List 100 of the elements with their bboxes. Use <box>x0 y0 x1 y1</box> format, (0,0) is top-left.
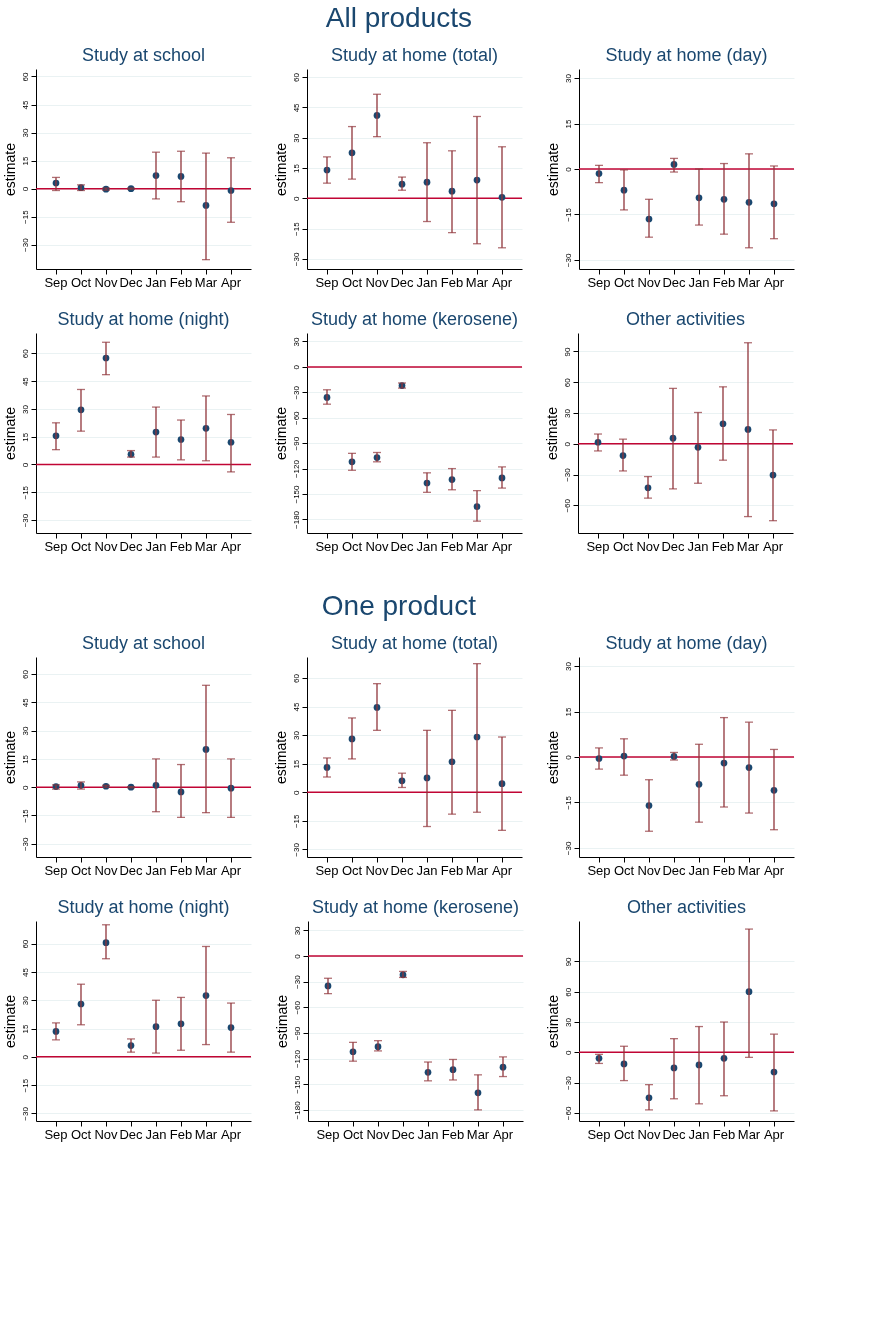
x-tick-label: Sep <box>587 862 611 878</box>
x-tick-label: Apr <box>220 538 242 554</box>
y-tick-label: −30 <box>563 841 573 856</box>
y-tick-label: 15 <box>20 156 30 166</box>
x-tick-label: Jan <box>145 538 167 554</box>
x-tick-label: Jan <box>416 274 438 290</box>
chart-title: Study at home (kerosene) <box>310 309 519 329</box>
x-tick-label: Apr <box>220 1126 242 1142</box>
x-tick-label: Dec <box>661 538 686 554</box>
text: All products <box>325 2 473 33</box>
y-tick-label: 60 <box>291 72 301 83</box>
y-tick-label: 45 <box>20 967 30 977</box>
y-tick-label: −30 <box>291 842 301 857</box>
x-tick-label: Jan <box>688 862 710 878</box>
x-tick-label: Feb <box>169 862 193 878</box>
y-tick-label: −180 <box>292 1100 302 1120</box>
chart-title: Study at home (total) <box>330 45 499 65</box>
x-tick-label: Sep <box>587 1126 611 1142</box>
x-tick-label: Jan <box>145 1126 167 1142</box>
x-tick-label: Dec <box>662 274 687 290</box>
y-tick-label: −120 <box>291 459 301 479</box>
x-tick-label: Nov <box>94 1126 119 1142</box>
x-tick-label: Nov <box>365 274 390 290</box>
x-tick-label: Nov <box>637 1126 662 1142</box>
chart-title: Other activities <box>626 897 747 917</box>
y-tick-label: −60 <box>292 1000 302 1015</box>
y-tick-label: 0 <box>20 784 30 790</box>
y-tick-label: −30 <box>20 1106 30 1121</box>
x-tick-label: Mar <box>737 1126 761 1142</box>
x-tick-label: Feb <box>169 538 193 554</box>
x-tick-label: Feb <box>711 538 735 554</box>
y-axis-title: estimate <box>272 142 289 196</box>
y-tick-label: −90 <box>292 1026 302 1041</box>
x-tick-label: Nov <box>365 538 390 554</box>
x-tick-label: Sep <box>315 274 339 290</box>
x-tick-label: Dec <box>119 274 144 290</box>
y-tick-label: −180 <box>291 510 301 529</box>
x-tick-label: Nov <box>365 862 390 878</box>
y-tick-label: 0 <box>292 953 302 959</box>
y-tick-label: −30 <box>563 253 573 268</box>
text: One product <box>321 590 477 621</box>
y-tick-label: 90 <box>563 956 573 967</box>
y-tick-label: −30 <box>291 252 301 267</box>
y-tick-label: 15 <box>291 163 301 173</box>
y-tick-label: −90 <box>291 436 301 451</box>
y-axis-title: estimate <box>272 406 289 460</box>
y-tick-label: −15 <box>563 795 573 810</box>
x-tick-label: Feb <box>712 274 736 290</box>
x-tick-label: Oct <box>70 862 92 878</box>
x-tick-label: Mar <box>736 538 760 554</box>
x-tick-label: Sep <box>586 538 610 554</box>
y-tick-label: −30 <box>292 974 302 989</box>
x-tick-label: Sep <box>315 538 339 554</box>
x-tick-label: Apr <box>763 1126 785 1142</box>
x-tick-label: Sep <box>44 1126 68 1142</box>
y-tick-label: 45 <box>20 376 30 387</box>
x-tick-label: Nov <box>94 538 119 554</box>
y-tick-label: 0 <box>20 186 30 192</box>
y-tick-label: −30 <box>291 385 301 400</box>
y-tick-label: 30 <box>20 726 30 736</box>
x-tick-label: Nov <box>637 274 662 290</box>
x-tick-label: Apr <box>491 538 513 554</box>
y-tick-label: 0 <box>563 1050 573 1056</box>
x-tick-label: Apr <box>220 274 242 290</box>
y-tick-label: −150 <box>291 484 301 504</box>
y-tick-label: 30 <box>20 995 30 1006</box>
y-axis-title: estimate <box>544 730 561 784</box>
x-tick-label: Mar <box>465 862 489 878</box>
y-tick-label: 0 <box>20 462 30 468</box>
chart-title: Other activities <box>625 309 746 329</box>
y-tick-label: 60 <box>20 348 30 359</box>
y-tick-label: 30 <box>291 730 301 741</box>
x-tick-label: Oct <box>341 274 363 290</box>
x-tick-label: Jan <box>416 538 438 554</box>
y-tick-label: 0 <box>291 364 301 370</box>
x-tick-label: Dec <box>662 1126 687 1142</box>
x-tick-label: Feb <box>712 862 736 878</box>
y-tick-label: −15 <box>20 485 30 500</box>
x-tick-label: Feb <box>441 1126 465 1142</box>
x-tick-label: Apr <box>492 1126 514 1142</box>
x-tick-label: Dec <box>662 862 687 878</box>
x-tick-label: Oct <box>341 538 363 554</box>
x-tick-label: Apr <box>491 862 513 878</box>
y-tick-label: 15 <box>20 1024 30 1034</box>
x-tick-label: Apr <box>763 274 785 290</box>
x-tick-label: Nov <box>366 1126 391 1142</box>
x-tick-label: Mar <box>465 538 489 554</box>
x-tick-label: Nov <box>637 862 662 878</box>
chart-title: Study at home (day) <box>605 633 768 653</box>
x-tick-label: Jan <box>416 862 438 878</box>
y-tick-label: 0 <box>20 1054 30 1060</box>
x-tick-label: Nov <box>636 538 661 554</box>
y-tick-label: 15 <box>291 759 301 769</box>
y-tick-label: −30 <box>20 513 30 528</box>
x-tick-label: Dec <box>390 862 415 878</box>
x-tick-label: Apr <box>220 862 242 878</box>
x-tick-label: Dec <box>119 1126 144 1142</box>
x-tick-label: Apr <box>763 862 785 878</box>
x-tick-label: Dec <box>119 862 144 878</box>
x-tick-label: Dec <box>390 274 415 290</box>
